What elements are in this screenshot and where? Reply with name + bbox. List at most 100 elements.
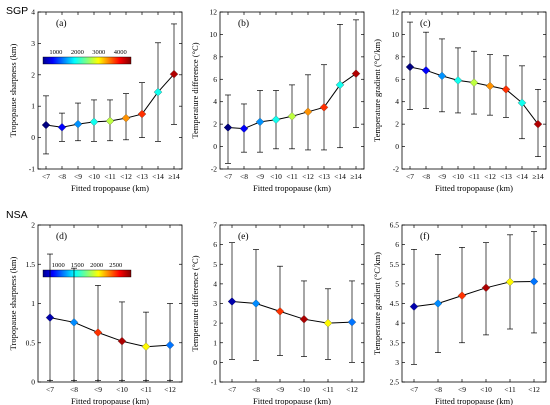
- data-point: [319, 103, 329, 112]
- panel-tag: (d): [56, 231, 67, 242]
- data-point: [409, 302, 419, 311]
- data-point: [533, 119, 543, 129]
- panel-2: -2 0 2 4 6 8 10 12 <7 <8 <9 <10 <11 <12 <13 <14 ≥14 Fitte…: [372, 8, 547, 193]
- x-tick-label: <7: [406, 172, 414, 181]
- colorbar-tick-label: 2000: [71, 49, 84, 56]
- panel-tag: (c): [420, 18, 431, 29]
- y-tick-label: 8: [213, 52, 217, 61]
- data-point: [89, 117, 99, 127]
- y-tick-label: 6: [213, 75, 217, 84]
- y-tick-label: 2: [31, 221, 35, 230]
- y-axis-label: Temperature difference (°C): [190, 42, 200, 138]
- y-tick-label: 12: [210, 8, 218, 17]
- x-tick-label: <7: [410, 385, 418, 394]
- x-tick-label: <14: [152, 172, 164, 181]
- data-point: [57, 123, 67, 132]
- data-point: [251, 299, 261, 308]
- y-tick-label: 0: [213, 142, 217, 151]
- panel-5: 2.5 3 3.5 4 4.5 5 5.5 6 6.5 <7 <8 <9 <10 <11 <12 Fitted…: [372, 221, 547, 405]
- y-tick-label: 2: [213, 120, 217, 129]
- x-tick-label: <8: [58, 172, 66, 181]
- x-tick-label: <12: [164, 385, 176, 394]
- plot-frame: [219, 224, 365, 383]
- y-tick-label: 5: [213, 260, 217, 269]
- x-tick-label: <11: [140, 385, 152, 394]
- data-point: [117, 336, 127, 346]
- x-tick-label: <13: [500, 172, 512, 181]
- y-tick-label: 2: [395, 120, 399, 129]
- x-tick-label: <13: [318, 172, 330, 181]
- y-tick-label: 6: [213, 240, 217, 249]
- y-tick-label: 1.5: [26, 260, 36, 269]
- y-tick-label: 2: [31, 70, 35, 79]
- y-tick-label: 12: [392, 8, 400, 17]
- y-tick-label: 3.5: [390, 338, 400, 347]
- site-label-sgp: SGP: [6, 5, 28, 17]
- x-tick-label: <14: [516, 172, 528, 181]
- series-line: [413, 281, 535, 308]
- data-point: [517, 98, 527, 108]
- x-tick-label: ≥14: [168, 172, 180, 181]
- panel-1: -2 0 2 4 6 8 10 12 <7 <8 <9 <10 <11 <12 <13 <14 ≥14 Fitte…: [190, 8, 365, 193]
- data-point: [275, 307, 285, 316]
- x-tick-label: <10: [452, 172, 464, 181]
- data-point: [453, 76, 463, 85]
- y-tick-label: -1: [211, 378, 217, 387]
- data-point: [457, 291, 467, 300]
- x-tick-label: <7: [228, 385, 236, 394]
- y-axis-label: Temperature gradient (°C/km): [372, 252, 382, 355]
- panel-0: -1 0 1 2 3 4 <7 <8 <9 <10 <11 <12 <13 <14 ≥14 Fitted tr…: [8, 8, 183, 193]
- y-tick-label: 4: [395, 319, 399, 328]
- panel-tag: (b): [238, 18, 249, 29]
- y-tick-label: 2.5: [390, 378, 400, 387]
- y-axis-label: Temperature gradient (°C/km): [372, 39, 382, 142]
- data-point: [223, 123, 233, 132]
- x-axis-label: Fitted tropopause (km): [71, 183, 149, 193]
- data-point: [137, 109, 147, 119]
- data-point: [347, 317, 357, 327]
- y-tick-label: 1: [31, 299, 35, 308]
- x-tick-label: <11: [468, 172, 480, 181]
- panel-3: 0 0.5 1 1.5 2 <7 <8 <9 <10 <11 <12 Fitted tropopaus…: [8, 221, 183, 405]
- y-axis-label: Tropopause sharpness (km): [8, 44, 18, 138]
- y-axis-label: Temperature difference (°C): [190, 255, 200, 351]
- x-tick-label: <10: [116, 385, 128, 394]
- y-tick-label: -2: [393, 165, 399, 174]
- y-tick-label: 3: [31, 39, 35, 48]
- y-tick-label: 0.5: [26, 338, 36, 347]
- y-tick-label: 10: [392, 30, 400, 39]
- x-tick-label: <11: [104, 172, 116, 181]
- x-tick-label: <8: [252, 385, 260, 394]
- x-tick-label: <12: [346, 385, 358, 394]
- y-tick-label: 10: [210, 30, 218, 39]
- x-axis-label: Fitted tropopause (km): [71, 396, 149, 405]
- y-tick-label: 5.5: [390, 260, 400, 269]
- y-tick-label: 0: [31, 378, 35, 387]
- panel-tag: (a): [56, 18, 67, 29]
- panel-4: -1 0 1 2 3 4 5 6 7 <7 <8 <9 <10 <11 <12 Fitted tropopau…: [190, 221, 365, 405]
- data-point: [485, 81, 495, 91]
- y-tick-label: 4: [213, 97, 217, 106]
- colorbar: [42, 56, 132, 65]
- y-tick-label: 8: [395, 52, 399, 61]
- y-tick-label: 0: [213, 358, 217, 367]
- y-tick-label: 2: [213, 319, 217, 328]
- data-point: [45, 313, 55, 322]
- data-point: [121, 113, 131, 123]
- colorbar-tick-label: 3000: [92, 49, 105, 56]
- data-point: [421, 66, 431, 75]
- data-point: [299, 314, 309, 324]
- x-axis-label: Fitted tropopause (km): [253, 396, 331, 405]
- data-point: [437, 71, 447, 81]
- y-tick-label: 3: [213, 299, 217, 308]
- data-point: [169, 69, 179, 79]
- data-point: [239, 124, 249, 133]
- x-tick-label: <9: [94, 385, 102, 394]
- colorbar-tick-label: 2500: [109, 262, 122, 269]
- y-tick-label: 5: [395, 279, 399, 288]
- x-tick-label: <7: [42, 172, 50, 181]
- x-tick-label: <10: [270, 172, 282, 181]
- data-point: [505, 277, 515, 287]
- y-tick-label: 6.5: [390, 221, 400, 230]
